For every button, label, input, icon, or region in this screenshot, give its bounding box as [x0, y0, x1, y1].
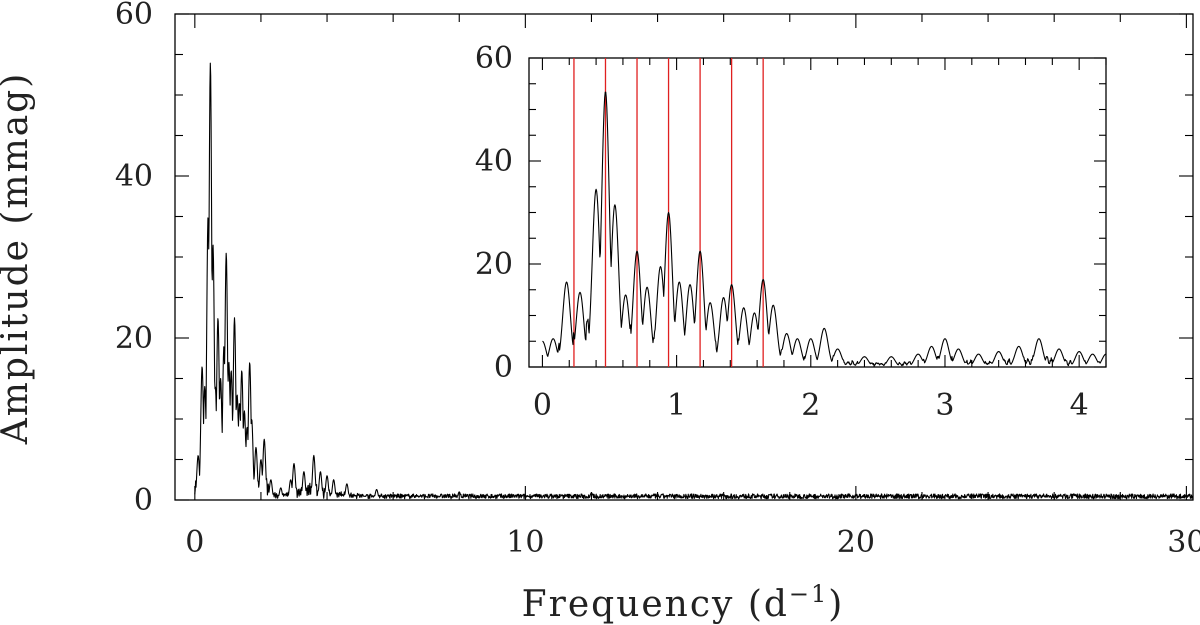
- x-axis-label-text: Frequency (d: [522, 584, 789, 625]
- x-axis-label-close: ): [828, 584, 844, 625]
- inset-x-tick-label: 0: [533, 388, 552, 423]
- main-x-tick-label: 20: [837, 525, 875, 560]
- inset-x-tick-label: 1: [667, 388, 686, 423]
- main-frame: [174, 13, 1194, 501]
- x-axis-label: Frequency (d−1): [522, 580, 845, 625]
- inset-x-tick-label: 2: [801, 388, 820, 423]
- inset-y-tick-label: 40: [475, 144, 513, 179]
- main-amplitude-trace: [194, 62, 1194, 500]
- main-y-tick-label: 40: [115, 159, 153, 194]
- inset-y-tick-label: 20: [475, 247, 513, 282]
- main-x-tick-label: 30: [1167, 525, 1200, 560]
- inset-y-tick-label: 0: [494, 350, 513, 385]
- x-axis-label-superscript: −1: [789, 580, 828, 608]
- main-y-tick-label: 20: [115, 321, 153, 356]
- inset-x-tick-label: 4: [1070, 388, 1089, 423]
- main-x-tick-label: 0: [185, 525, 204, 560]
- main-y-tick-label: 0: [134, 483, 153, 518]
- inset-amplitude-trace: [542, 91, 1107, 367]
- main-y-tick-label: 60: [115, 0, 153, 32]
- inset-x-tick-label: 3: [935, 388, 954, 423]
- main-x-tick-label: 10: [506, 525, 544, 560]
- y-axis-label: Amplitude (mmag): [0, 72, 36, 446]
- inset-y-tick-label: 60: [475, 41, 513, 76]
